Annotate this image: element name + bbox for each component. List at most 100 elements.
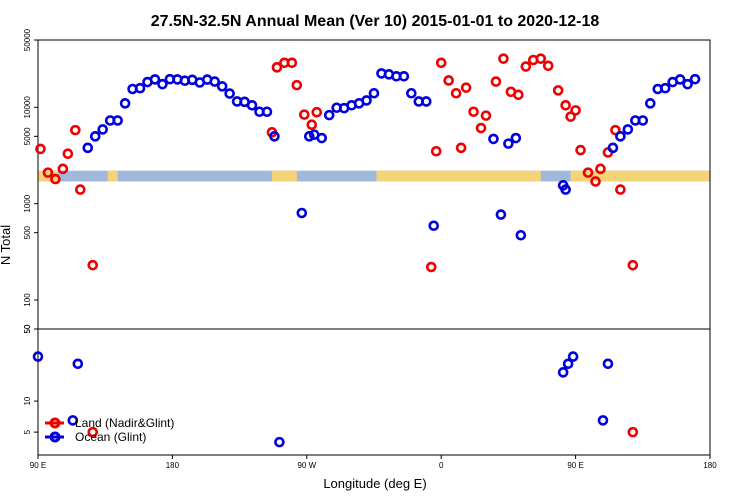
ocean-point-lower <box>274 436 285 448</box>
land-point <box>430 145 442 157</box>
ocean-point <box>296 207 308 219</box>
ocean-point <box>316 132 328 144</box>
ocean-point <box>515 229 527 241</box>
land-point <box>575 144 586 156</box>
band-land-segment <box>376 170 541 182</box>
land-point-lower <box>627 426 639 438</box>
ocean-point <box>216 81 228 92</box>
land-point <box>425 261 437 273</box>
ocean-point <box>97 124 109 135</box>
plot-frame <box>37 39 711 456</box>
land-point <box>498 53 509 64</box>
land-point <box>291 79 303 91</box>
x-tick-label: 180 <box>703 461 717 470</box>
upper-y-tick-label: 1000 <box>23 194 32 212</box>
ocean-point <box>89 131 101 142</box>
land-point <box>590 176 601 187</box>
ocean-point <box>503 138 514 149</box>
ocean-point <box>119 98 131 109</box>
land-point <box>570 105 581 116</box>
land-point <box>610 124 621 136</box>
land-point <box>435 57 447 69</box>
land-point <box>560 99 571 111</box>
land-point <box>480 110 492 121</box>
land-point <box>75 184 86 195</box>
chart-title: 27.5N-32.5N Annual Mean (Ver 10) 2015-01… <box>151 13 600 30</box>
legend-land-label: Land (Nadir&Glint) <box>75 416 174 430</box>
ocean-point <box>323 109 335 121</box>
land-point <box>50 173 61 185</box>
ocean-point-lower <box>567 351 579 362</box>
ocean-point <box>495 209 507 220</box>
land-point <box>552 85 564 96</box>
land-point <box>62 148 74 160</box>
land-point <box>582 167 594 178</box>
ocean-point <box>488 133 499 145</box>
ocean-point <box>637 115 649 126</box>
ocean-point-lower <box>32 351 44 362</box>
ocean-point <box>82 142 94 154</box>
data-points <box>32 53 701 448</box>
land-point <box>306 119 318 131</box>
ocean-point <box>689 73 701 85</box>
ocean-point <box>560 184 571 195</box>
ocean-point <box>674 74 686 85</box>
ocean-point <box>246 99 258 111</box>
ocean-point <box>157 78 168 90</box>
land-point <box>70 124 81 136</box>
ocean-point <box>644 98 656 109</box>
band-land-segment <box>570 170 710 182</box>
upper-y-tick-label: 100 <box>23 293 32 307</box>
land-point <box>443 75 454 86</box>
ocean-point-lower <box>67 415 79 426</box>
upper-y-tick-label: 500 <box>23 225 32 239</box>
ocean-point <box>269 131 280 142</box>
land-point <box>450 87 462 99</box>
land-point-lower <box>87 426 99 438</box>
ocean-point-lower <box>597 415 609 426</box>
land-point <box>595 163 606 175</box>
ocean-point <box>261 106 273 118</box>
ocean-point <box>303 131 315 142</box>
upper-y-tick-label: 50000 <box>23 28 32 51</box>
land-point <box>615 184 626 195</box>
ocean-point-lower <box>602 358 614 370</box>
legend: Land (Nadir&Glint) Ocean (Glint) <box>45 416 174 444</box>
lower-y-tick-label: 50 <box>23 324 32 333</box>
plot-border <box>37 39 711 456</box>
x-tick-label: 90 E <box>30 461 46 470</box>
land-point <box>460 82 472 93</box>
land-point <box>468 106 479 118</box>
ocean-point <box>112 115 123 126</box>
land-point <box>627 259 639 271</box>
land-point <box>520 61 532 72</box>
upper-y-tick-label: 10000 <box>23 96 32 119</box>
ocean-point-lower <box>562 358 574 370</box>
land-point <box>299 109 310 120</box>
band-ocean <box>38 170 710 182</box>
land-point <box>87 259 99 271</box>
ocean-point <box>420 96 432 107</box>
land-point <box>565 111 576 122</box>
land-point <box>542 60 554 72</box>
land-point <box>475 122 487 134</box>
y-axis-label: N Total <box>0 225 13 265</box>
ocean-point <box>659 82 671 94</box>
land-point <box>42 167 54 178</box>
x-axis-label: Longitude (deg E) <box>323 476 426 491</box>
land-point <box>535 53 547 64</box>
x-tick-label: 90 W <box>297 461 316 470</box>
ocean-point <box>149 74 161 85</box>
band-land-segment <box>107 170 118 182</box>
ocean-point <box>607 142 619 154</box>
x-tick-label: 90 E <box>567 461 583 470</box>
lower-y-tick-label: 10 <box>23 396 32 405</box>
land-point <box>271 62 283 73</box>
land-point <box>455 142 467 154</box>
land-point <box>513 89 524 101</box>
land-point <box>35 143 46 155</box>
ocean-point <box>622 124 634 135</box>
ocean-point <box>368 87 380 99</box>
ocean-point <box>361 95 372 106</box>
